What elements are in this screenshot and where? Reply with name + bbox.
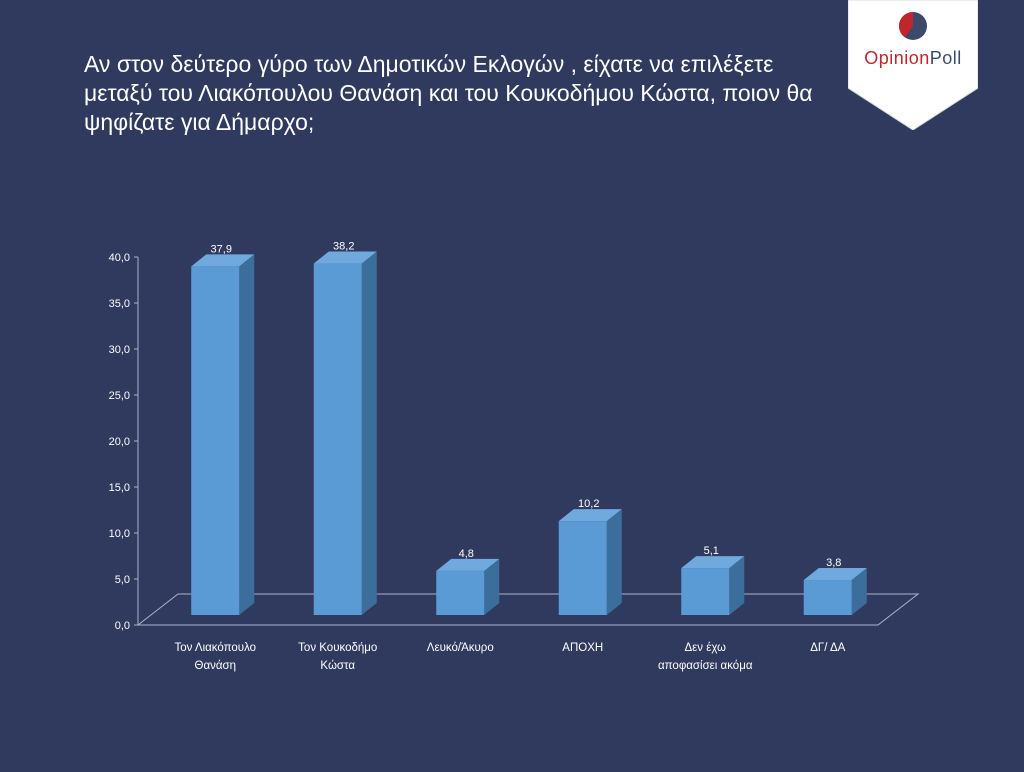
bar-top [803,568,867,581]
bar [558,521,607,615]
bar-top [191,254,255,267]
y-tick-label: 5,0 [115,574,130,586]
y-tick-label: 0,0 [115,620,130,632]
opinionpoll-logo: OpinionPoll [848,0,978,130]
bar [436,570,485,615]
bar-side [606,509,622,615]
bar-top [436,558,500,571]
x-category-label: ΔΓ/ ΔΑ [810,642,845,654]
bar [313,263,362,615]
y-tick-label: 10,0 [109,528,130,540]
bar-side [484,558,500,615]
chart-floor [136,593,920,626]
x-category-label: Δεν έχω [684,642,726,654]
data-label: 37,9 [211,243,232,255]
bar [803,580,852,615]
logo-text-poll: Poll [929,48,962,68]
bar-side [239,254,255,615]
bar-top [313,251,377,264]
x-category-label: αποφασίσει ακόμα [658,660,753,672]
x-category-label: Κώστα [320,660,355,672]
x-category-label: Λευκό/Άκυρο [427,642,494,654]
x-category-label: Τον Λιακόπουλο [174,642,256,654]
y-tick-label: 20,0 [109,436,130,448]
chart-title: Αν στον δεύτερο γύρο των Δημοτικών Εκλογ… [84,51,813,135]
y-tick-label: 40,0 [109,252,130,264]
data-label: 5,1 [704,545,719,557]
logo-text-opinion: Opinion [864,48,930,68]
y-tick-label: 15,0 [109,482,130,494]
bar [191,266,240,615]
bar [681,568,730,615]
bar-side [361,251,377,615]
x-category-label: Θανάση [195,660,237,672]
logo-wordmark: OpinionPoll [848,48,978,69]
y-tick-label: 30,0 [109,344,130,356]
bar-side [851,568,867,615]
y-tick-label: 25,0 [109,390,130,402]
x-category-label: Τον Κουκοδήμο [298,642,377,654]
bar-side [729,556,745,615]
bar-top [558,509,622,522]
data-label: 4,8 [459,548,474,560]
data-label: 38,2 [333,241,354,253]
bar-top [681,556,745,569]
pie-logo-icon [899,12,927,40]
data-label: 10,2 [578,498,599,510]
data-label: 3,8 [826,557,841,569]
x-category-label: ΑΠΟΧΗ [562,642,603,654]
y-tick-label: 35,0 [109,298,130,310]
